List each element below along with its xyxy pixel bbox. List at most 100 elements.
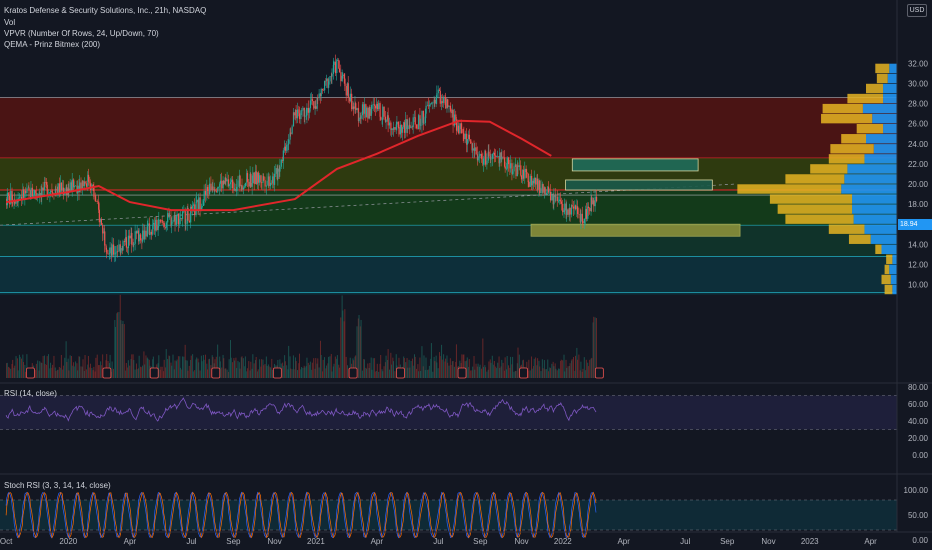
candle-body: [311, 99, 313, 101]
candle-body: [547, 186, 549, 193]
volume-bar: [490, 362, 492, 378]
volume-bar: [133, 360, 135, 378]
volume-bar: [141, 367, 143, 378]
candle-body: [26, 188, 28, 194]
volume-bar: [112, 368, 114, 378]
candle-body: [356, 108, 358, 111]
candle-body: [370, 108, 372, 116]
volume-bar: [54, 367, 56, 378]
candle-body: [396, 121, 398, 125]
volume-bar: [121, 324, 123, 378]
candle-body: [303, 107, 305, 117]
candle-body: [461, 129, 463, 133]
volume-bar: [508, 365, 510, 378]
candle-body: [592, 200, 594, 205]
candle-body: [156, 219, 158, 231]
candle-body: [451, 110, 454, 114]
candle-body: [587, 206, 590, 209]
volume-bar: [518, 354, 520, 378]
candle-body: [207, 187, 209, 192]
volume-profile-down-bar: [847, 93, 884, 104]
candle-body: [271, 176, 274, 184]
candle-body: [360, 115, 362, 119]
price-axis-tick: 22.00: [908, 160, 929, 169]
volume-bar: [132, 354, 134, 378]
volume-bar: [159, 369, 161, 378]
candle-body: [200, 207, 203, 210]
currency-badge[interactable]: USD: [907, 4, 927, 17]
candle-body: [527, 173, 529, 183]
candle-body: [11, 190, 13, 203]
candle-body: [338, 60, 340, 69]
volume-bar: [211, 355, 213, 378]
candle-body: [566, 209, 568, 215]
zone-base: [0, 256, 897, 295]
time-axis-tick: Sep: [720, 537, 735, 546]
candle-body: [240, 185, 243, 187]
volume-bar: [143, 351, 145, 378]
candle-body: [488, 151, 490, 157]
volume-bar: [289, 356, 291, 378]
volume-profile-down-bar: [876, 73, 888, 84]
volume-bar: [414, 356, 416, 378]
volume-bar: [439, 352, 441, 378]
volume-bar: [473, 356, 475, 378]
volume-bar: [62, 369, 64, 378]
volume-bar: [246, 368, 248, 378]
volume-bar: [51, 367, 53, 378]
candle-body: [266, 180, 268, 186]
volume-bar: [529, 370, 531, 378]
volume-bar: [324, 357, 326, 378]
candle-body: [287, 143, 289, 145]
volume-bar: [547, 371, 549, 378]
candle-body: [150, 231, 153, 235]
volume-bar: [331, 371, 333, 378]
candle-body: [582, 221, 584, 224]
candle-body: [75, 185, 77, 187]
volume-bar: [363, 359, 365, 378]
volume-bar: [493, 364, 495, 378]
volume-bar: [301, 367, 303, 378]
volume-bar: [190, 355, 192, 378]
volume-bar: [582, 368, 584, 378]
candle-body: [385, 119, 387, 122]
candle-body: [147, 223, 149, 227]
candle-body: [338, 68, 341, 73]
candle-body: [119, 244, 121, 253]
volume-bar: [60, 354, 62, 378]
candle-body: [545, 192, 548, 194]
candle-body: [27, 187, 29, 189]
volume-profile-up-bar: [852, 194, 897, 204]
volume-bar: [336, 358, 338, 378]
volume-bar: [488, 361, 490, 378]
candle-body: [42, 187, 44, 191]
candle-body: [257, 172, 259, 183]
earnings-marker: [102, 367, 112, 379]
volume-bar: [226, 369, 228, 378]
volume-bar: [261, 359, 263, 378]
candle-body: [560, 201, 562, 204]
candle-body: [52, 192, 54, 195]
volume-bar: [365, 367, 367, 378]
volume-bar: [322, 359, 324, 378]
candle-body: [197, 200, 199, 210]
volume-bar: [499, 367, 501, 378]
candle-body: [25, 190, 27, 194]
volume-bar: [58, 366, 60, 378]
candle-body: [328, 81, 330, 88]
volume-bar: [504, 357, 506, 378]
candle-body: [22, 189, 24, 200]
candle-body: [29, 190, 31, 199]
candle-body: [514, 164, 516, 167]
volume-bar: [558, 368, 560, 378]
candle-body: [336, 60, 339, 61]
volume-bar: [237, 360, 239, 378]
volume-bar: [433, 356, 435, 378]
candle-body: [16, 200, 19, 203]
candle-body: [420, 125, 422, 126]
candle-body: [264, 180, 266, 187]
volume-bar: [565, 359, 567, 378]
volume-bar: [527, 370, 529, 378]
volume-bar: [587, 362, 589, 378]
